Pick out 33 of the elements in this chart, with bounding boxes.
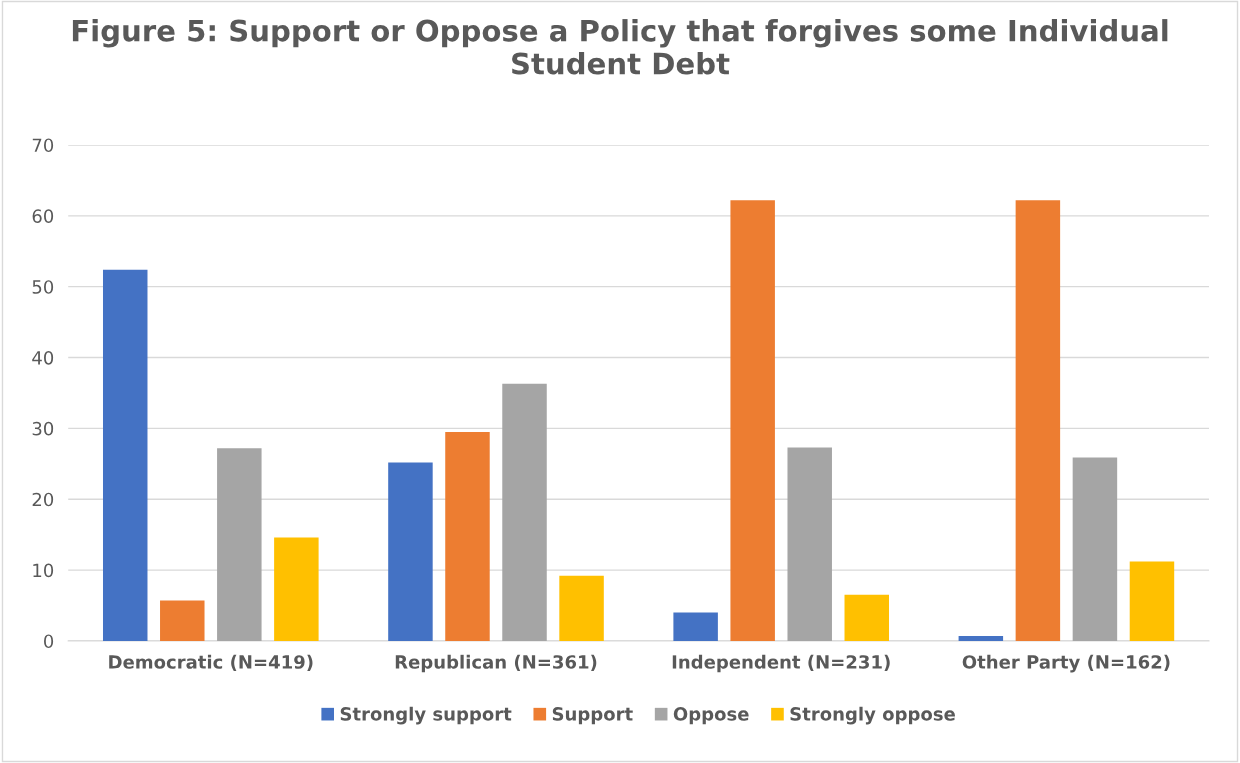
bar bbox=[844, 594, 890, 641]
x-tick-label: Democratic (N=419) bbox=[109, 654, 313, 671]
x-tick-label: Other Party (N=162) bbox=[962, 654, 1170, 673]
x-tick-label: Republican (N=361) bbox=[395, 654, 597, 673]
bar bbox=[673, 612, 718, 641]
bar bbox=[1129, 561, 1175, 641]
bar bbox=[217, 448, 262, 641]
legend-label: Strongly oppose bbox=[790, 706, 955, 725]
bar bbox=[1072, 457, 1118, 641]
bar bbox=[1015, 200, 1061, 641]
bar bbox=[787, 447, 832, 641]
y-tick-label: 60 bbox=[32, 209, 54, 223]
y-tick-label: 30 bbox=[32, 421, 54, 436]
bar bbox=[445, 431, 490, 641]
bar bbox=[274, 537, 319, 641]
y-tick-label: 40 bbox=[32, 350, 54, 365]
legend-label: Oppose bbox=[673, 707, 749, 725]
y-tick-label: 70 bbox=[32, 138, 54, 153]
legend-label: Strongly support bbox=[340, 706, 512, 725]
bar bbox=[160, 600, 205, 641]
legend-label: Support bbox=[552, 707, 633, 725]
bar bbox=[388, 462, 433, 641]
chart-title: Figure 5: Support or Oppose a Policy that forgives some Individual Student Debt bbox=[72, 19, 1168, 75]
bar bbox=[559, 575, 604, 641]
bar bbox=[502, 383, 547, 641]
bar bbox=[958, 635, 1004, 641]
bar bbox=[102, 269, 148, 641]
y-tick-label: 20 bbox=[32, 492, 54, 507]
bar bbox=[730, 200, 775, 641]
x-tick-label: Independent (N=231) bbox=[672, 654, 890, 673]
y-tick-label: 50 bbox=[32, 280, 54, 294]
y-tick-label: 10 bbox=[33, 563, 54, 578]
y-tick-label: 0 bbox=[44, 634, 54, 649]
